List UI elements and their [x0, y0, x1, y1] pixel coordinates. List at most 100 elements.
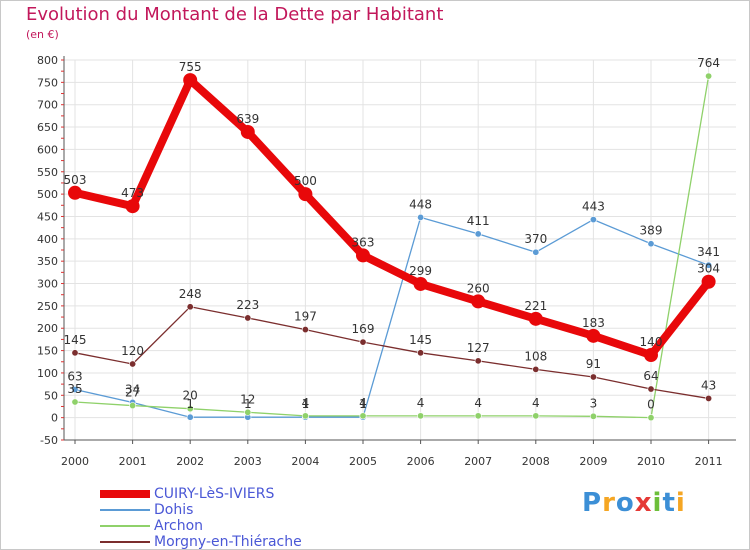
- data-point: [125, 199, 140, 214]
- data-point: [183, 73, 198, 88]
- data-point: [586, 328, 601, 343]
- data-label: 304: [697, 262, 720, 276]
- data-label: 500: [294, 174, 317, 188]
- series-line: [74, 75, 710, 419]
- data-label: 120: [121, 344, 144, 358]
- data-label: 145: [64, 333, 87, 347]
- data-label: 1: [186, 397, 194, 411]
- y-tick-label: 600: [37, 143, 58, 156]
- logo-letter: x: [634, 488, 653, 518]
- legend-label: Dohis: [154, 502, 194, 518]
- legend-item: CUIRY-LèS-IVIERS: [100, 486, 302, 502]
- data-label: 411: [467, 214, 490, 228]
- data-label: 221: [524, 299, 547, 313]
- legend-swatch: [100, 541, 150, 543]
- data-label: 248: [179, 287, 202, 301]
- data-label: 27: [125, 386, 140, 400]
- data-point: [644, 348, 658, 363]
- data-label: 389: [640, 224, 663, 238]
- logo-letter: t: [662, 488, 676, 518]
- legend-swatch: [100, 490, 150, 498]
- data-label: 223: [236, 298, 259, 312]
- data-point: [186, 405, 194, 413]
- data-label: 35: [67, 382, 82, 396]
- y-tick-label: 300: [37, 278, 58, 291]
- data-point: [589, 216, 597, 224]
- chart-unit: (en €): [26, 28, 59, 41]
- data-point: [532, 248, 540, 256]
- data-label: 108: [524, 349, 547, 363]
- data-point: [471, 294, 486, 309]
- x-tick-label: 2003: [234, 455, 262, 468]
- data-label: 127: [467, 341, 490, 355]
- data-label: 370: [524, 232, 547, 246]
- data-label: 260: [467, 281, 490, 295]
- legend-label: CUIRY-LèS-IVIERS: [154, 486, 275, 502]
- logo-letter: i: [652, 488, 663, 518]
- data-point: [705, 261, 713, 269]
- data-point: [71, 385, 79, 393]
- data-point: [417, 349, 425, 357]
- data-point: [647, 240, 655, 248]
- data-label: 341: [697, 245, 720, 259]
- data-label: 4: [417, 396, 425, 410]
- y-tick-label: 800: [37, 54, 58, 67]
- x-tick-label: 2000: [61, 455, 89, 468]
- data-label: 299: [409, 264, 432, 278]
- x-tick-label: 2005: [349, 455, 377, 468]
- proxiti-logo: Proxiti: [582, 488, 686, 518]
- data-point: [474, 230, 482, 238]
- data-label: 639: [236, 112, 259, 126]
- data-point: [647, 414, 655, 422]
- data-point: [474, 412, 482, 420]
- data-label: 12: [240, 392, 255, 406]
- y-tick-label: 250: [37, 300, 58, 313]
- data-point: [298, 187, 313, 202]
- data-label: 183: [582, 316, 605, 330]
- data-point: [417, 412, 425, 420]
- legend-label: Morgny-en-Thiérache: [154, 534, 302, 550]
- data-point: [129, 360, 137, 368]
- data-label: 63: [67, 369, 82, 383]
- data-label: 20: [183, 389, 198, 403]
- y-tick-label: 350: [37, 255, 58, 268]
- data-label: 764: [697, 56, 720, 70]
- data-point: [71, 398, 79, 406]
- x-tick-label: 2007: [464, 455, 492, 468]
- x-tick-label: 2010: [637, 455, 665, 468]
- data-label: 3: [590, 396, 598, 410]
- y-tick-label: 500: [37, 188, 58, 201]
- data-point: [413, 276, 428, 291]
- data-point: [356, 248, 370, 263]
- data-label: 43: [701, 378, 716, 392]
- logo-letter: o: [615, 488, 635, 518]
- data-label: 503: [64, 173, 87, 187]
- data-point: [474, 357, 482, 365]
- logo-letter: i: [675, 488, 686, 518]
- y-tick-label: 50: [44, 389, 58, 402]
- data-label: 4: [532, 396, 540, 410]
- legend-item: Dohis: [100, 502, 302, 518]
- data-point: [129, 402, 137, 410]
- y-tick-label: 650: [37, 121, 58, 134]
- legend-swatch: [100, 525, 150, 527]
- data-point: [647, 385, 655, 393]
- data-point: [705, 72, 713, 80]
- data-label: 473: [121, 186, 144, 200]
- legend-label: Archon: [154, 518, 204, 534]
- x-tick-label: 2011: [695, 455, 723, 468]
- data-label: 363: [352, 235, 375, 249]
- data-point: [244, 314, 252, 322]
- y-tick-label: 0: [51, 412, 58, 425]
- x-tick-label: 2009: [579, 455, 607, 468]
- logo-letter: P: [582, 488, 603, 518]
- data-label: 145: [409, 333, 432, 347]
- legend-item: Archon: [100, 518, 302, 534]
- y-tick-label: 750: [37, 76, 58, 89]
- y-tick-label: 450: [37, 210, 58, 223]
- legend-item: Morgny-en-Thiérache: [100, 534, 302, 550]
- data-point: [359, 338, 367, 346]
- data-point: [417, 213, 425, 221]
- data-point: [71, 349, 79, 357]
- data-point: [359, 412, 367, 420]
